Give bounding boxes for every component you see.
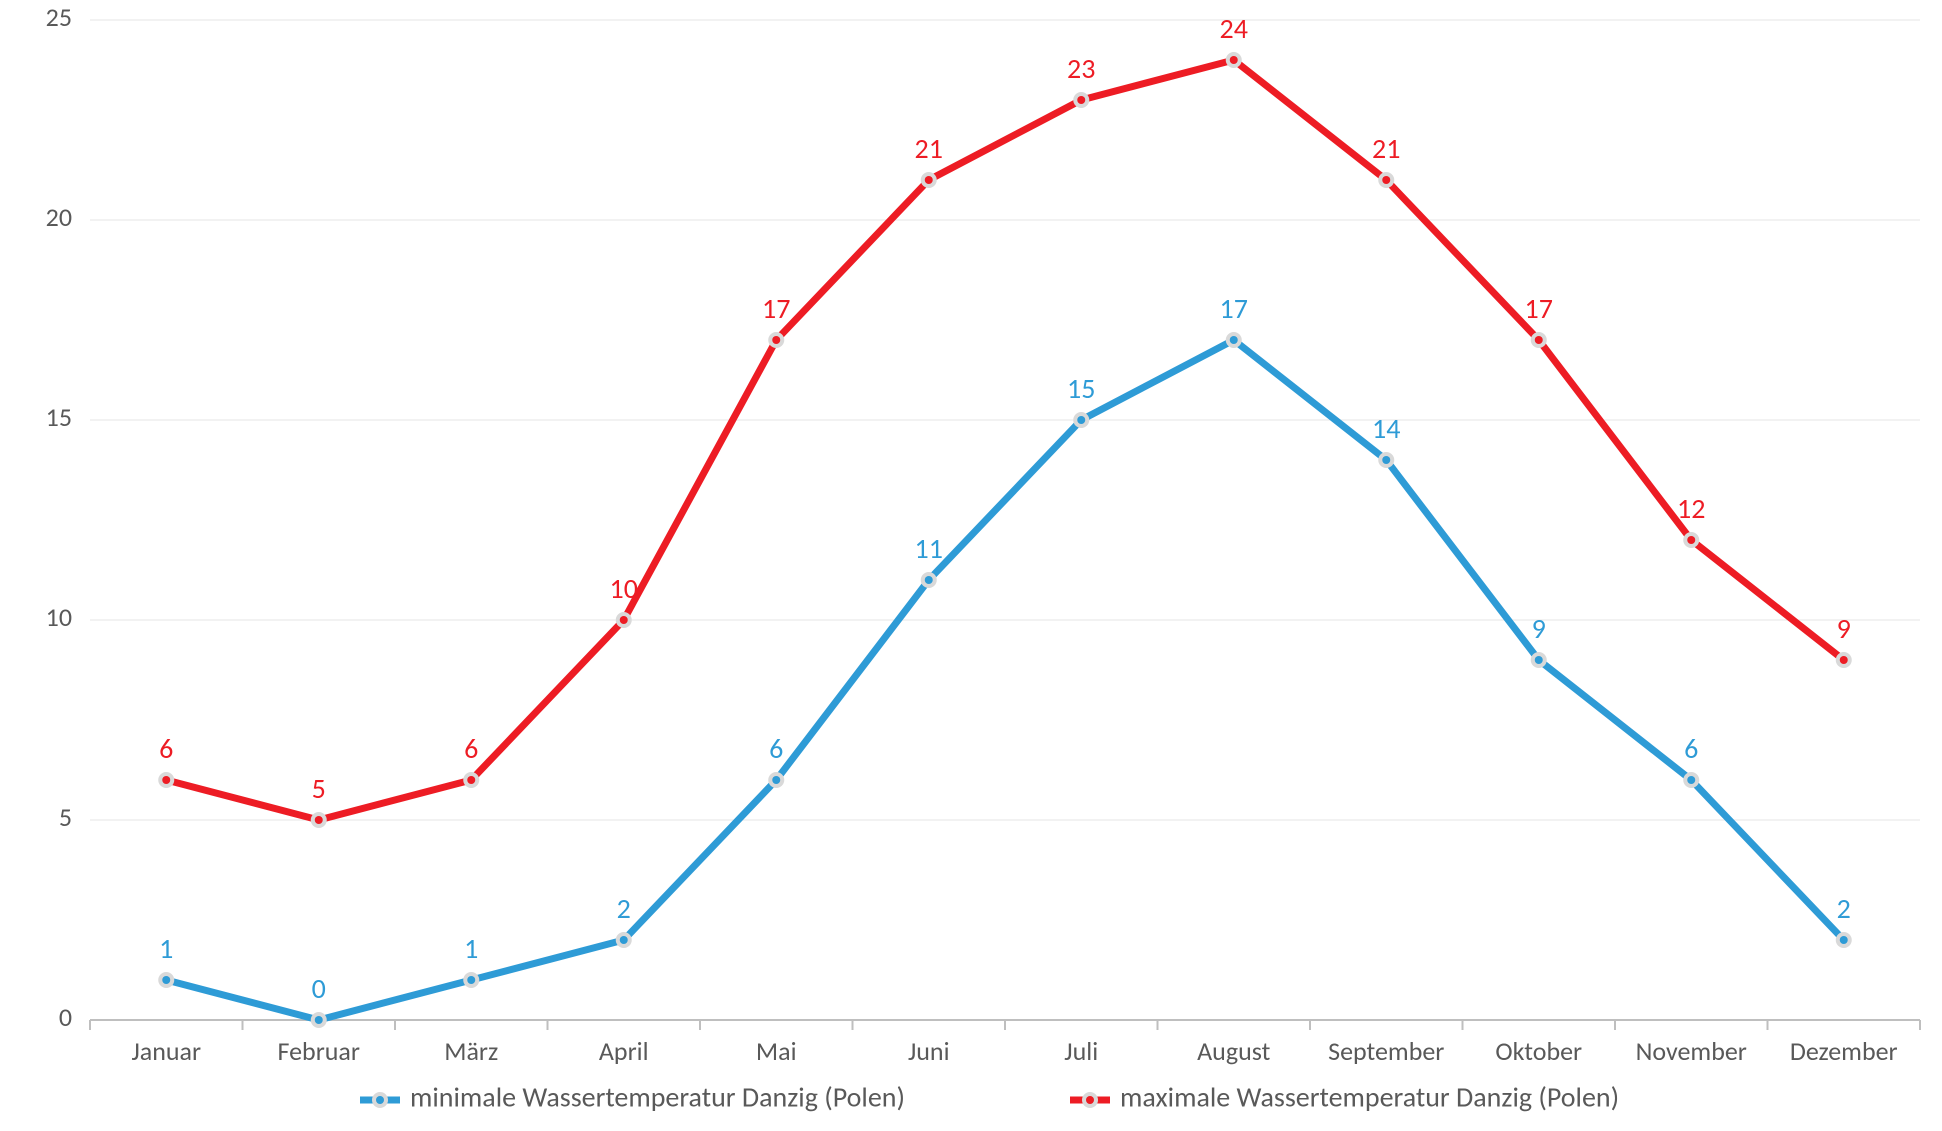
legend-swatch-marker-inner-min <box>376 1096 384 1104</box>
data-label-min: 1 <box>159 931 173 966</box>
marker-inner-max <box>772 336 780 344</box>
marker-inner-min <box>1077 416 1085 424</box>
data-label-min: 9 <box>1532 611 1546 646</box>
marker-inner-min <box>315 1016 323 1024</box>
data-label-min: 15 <box>1067 371 1095 406</box>
marker-inner-max <box>1840 656 1848 664</box>
data-label-min: 14 <box>1372 411 1400 446</box>
marker-inner-min <box>1230 336 1238 344</box>
x-category-label: Juni <box>908 1035 950 1067</box>
y-tick-label: 15 <box>46 401 72 433</box>
y-tick-label: 5 <box>59 801 72 833</box>
marker-inner-max <box>1687 536 1695 544</box>
marker-inner-min <box>1840 936 1848 944</box>
data-label-max: 23 <box>1067 51 1095 86</box>
marker-inner-min <box>620 936 628 944</box>
data-label-max: 6 <box>159 731 173 766</box>
x-category-label: Oktober <box>1495 1035 1582 1067</box>
x-category-label: Februar <box>278 1035 360 1067</box>
marker-inner-max <box>1382 176 1390 184</box>
marker-inner-max <box>315 816 323 824</box>
marker-inner-min <box>1535 656 1543 664</box>
y-tick-label: 10 <box>46 601 72 633</box>
data-label-min: 6 <box>1684 731 1698 766</box>
data-label-min: 11 <box>915 531 943 566</box>
y-tick-label: 0 <box>59 1001 72 1033</box>
marker-inner-min <box>772 776 780 784</box>
data-label-min: 1 <box>464 931 478 966</box>
legend-label-min: minimale Wassertemperatur Danzig (Polen) <box>410 1080 905 1115</box>
marker-inner-max <box>1535 336 1543 344</box>
x-category-label: März <box>444 1035 498 1067</box>
x-category-label: Januar <box>131 1035 201 1067</box>
data-label-max: 24 <box>1220 11 1248 46</box>
marker-inner-min <box>1382 456 1390 464</box>
data-label-max: 6 <box>464 731 478 766</box>
marker-inner-max <box>1230 56 1238 64</box>
x-category-label: Mai <box>756 1035 797 1067</box>
x-category-label: April <box>599 1035 649 1067</box>
data-label-max: 21 <box>1372 131 1400 166</box>
data-label-max: 10 <box>610 571 638 606</box>
data-label-min: 17 <box>1220 291 1248 326</box>
marker-inner-min <box>162 976 170 984</box>
y-tick-label: 20 <box>46 201 72 233</box>
data-label-max: 5 <box>312 771 326 806</box>
x-category-label: August <box>1197 1035 1270 1067</box>
marker-inner-max <box>467 776 475 784</box>
marker-inner-max <box>1077 96 1085 104</box>
data-label-max: 21 <box>915 131 943 166</box>
data-label-max: 12 <box>1677 491 1705 526</box>
data-label-max: 17 <box>1525 291 1553 326</box>
data-label-max: 9 <box>1837 611 1851 646</box>
legend-swatch-marker-inner-max <box>1086 1096 1094 1104</box>
water-temperature-chart: 0510152025JanuarFebruarMärzAprilMaiJuniJ… <box>0 0 1942 1131</box>
x-category-label: Dezember <box>1790 1035 1898 1067</box>
x-category-label: November <box>1636 1035 1747 1067</box>
x-category-label: Juli <box>1064 1035 1098 1067</box>
marker-inner-min <box>1687 776 1695 784</box>
marker-inner-min <box>925 576 933 584</box>
data-label-min: 2 <box>617 891 631 926</box>
x-category-label: September <box>1328 1035 1444 1067</box>
marker-inner-min <box>467 976 475 984</box>
marker-inner-max <box>620 616 628 624</box>
marker-inner-max <box>162 776 170 784</box>
chart-svg: 0510152025JanuarFebruarMärzAprilMaiJuniJ… <box>0 0 1942 1131</box>
marker-inner-max <box>925 176 933 184</box>
y-tick-label: 25 <box>46 1 72 33</box>
data-label-min: 0 <box>312 971 326 1006</box>
legend-label-max: maximale Wassertemperatur Danzig (Polen) <box>1120 1080 1619 1115</box>
data-label-min: 6 <box>769 731 783 766</box>
data-label-min: 2 <box>1837 891 1851 926</box>
data-label-max: 17 <box>762 291 790 326</box>
